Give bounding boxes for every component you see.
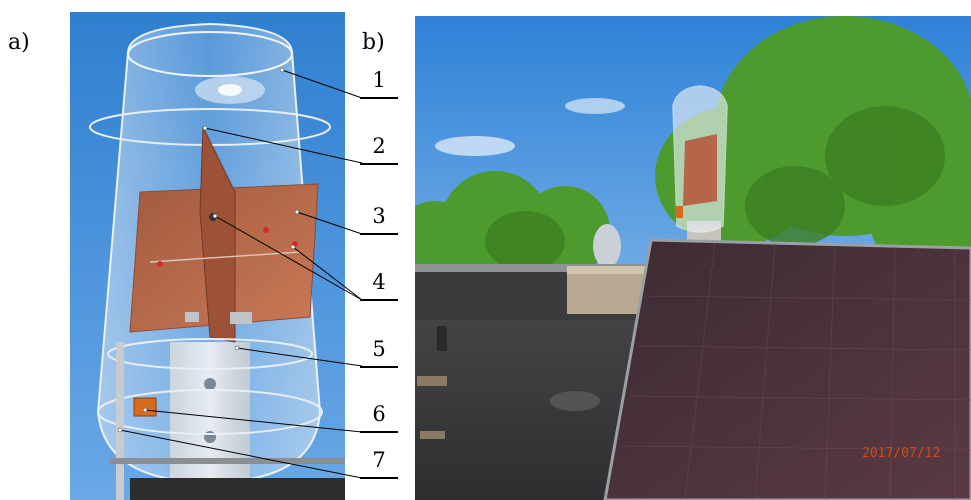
panel-label-b: b) bbox=[362, 30, 385, 55]
callout-underline-2 bbox=[360, 163, 398, 165]
callout-number-1: 1 bbox=[372, 68, 386, 92]
callout-underline-1 bbox=[360, 97, 398, 99]
callout-underline-6 bbox=[360, 431, 398, 433]
callout-number-2: 2 bbox=[372, 134, 386, 158]
callout-number-6: 6 bbox=[372, 402, 386, 426]
callout-number-7: 7 bbox=[372, 448, 386, 472]
callout-number-4: 4 bbox=[372, 270, 386, 294]
panel-label-a: a) bbox=[8, 30, 30, 55]
photo-rooftop-installation bbox=[415, 16, 971, 500]
photo-antenna-closeup bbox=[70, 12, 345, 500]
callout-underline-7 bbox=[360, 477, 398, 479]
callout-underline-3 bbox=[360, 233, 398, 235]
callout-number-5: 5 bbox=[372, 337, 386, 361]
callout-number-3: 3 bbox=[372, 204, 386, 228]
photo-timestamp: 2017/07/12 bbox=[862, 446, 941, 461]
callout-underline-4 bbox=[360, 299, 398, 301]
callout-underline-5 bbox=[360, 366, 398, 368]
